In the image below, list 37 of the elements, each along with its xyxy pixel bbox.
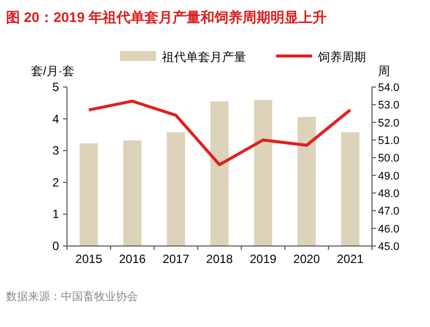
y-tick-label: 0 [52, 239, 60, 253]
y2-tick-label: 49.0 [378, 170, 400, 182]
bar [210, 101, 229, 246]
y2-tick-label: 54.0 [378, 82, 400, 94]
bar [297, 116, 316, 246]
x-tick-label: 2020 [293, 252, 320, 266]
y-tick-label: 3 [52, 144, 60, 158]
x-tick-label: 2018 [206, 252, 234, 266]
x-tick-label: 2019 [250, 252, 277, 266]
x-tick-label: 2016 [119, 252, 146, 266]
y-axis-title: 套/月·套 [31, 64, 74, 78]
y-tick-label: 4 [52, 112, 60, 126]
legend-label: 饲养周期 [317, 50, 366, 64]
y2-tick-label: 46.0 [378, 223, 400, 236]
y2-tick-label: 47.0 [378, 206, 400, 218]
y2-tick-label: 52.0 [378, 117, 400, 130]
bar [80, 143, 98, 246]
x-tick-label: 2021 [336, 252, 364, 266]
bar [166, 132, 186, 246]
source-note: 数据来源：中国畜牧业协会 [6, 290, 138, 303]
bar [341, 132, 360, 246]
x-tick-label: 2015 [75, 252, 102, 266]
line-series [87, 100, 352, 166]
bar [254, 100, 272, 246]
y2-tick-label: 48.0 [378, 188, 400, 200]
y2-axis-title: 周 [378, 64, 390, 78]
y-tick-label: 2 [52, 175, 60, 190]
chart-title: 图 20：2019 年祖代单套月产量和饲养周期明显上升 [6, 9, 326, 25]
y2-tick-label: 45.0 [378, 241, 400, 253]
y2-tick-label: 50.0 [378, 152, 400, 165]
legend-label: 祖代单套月产量 [162, 50, 246, 64]
y2-tick-label: 51.0 [378, 135, 400, 147]
x-tick-label: 2017 [162, 252, 190, 266]
y-tick-label: 1 [52, 207, 60, 222]
bar [123, 140, 142, 246]
y2-tick-label: 53.0 [378, 100, 400, 112]
y-tick-label: 5 [52, 80, 60, 94]
